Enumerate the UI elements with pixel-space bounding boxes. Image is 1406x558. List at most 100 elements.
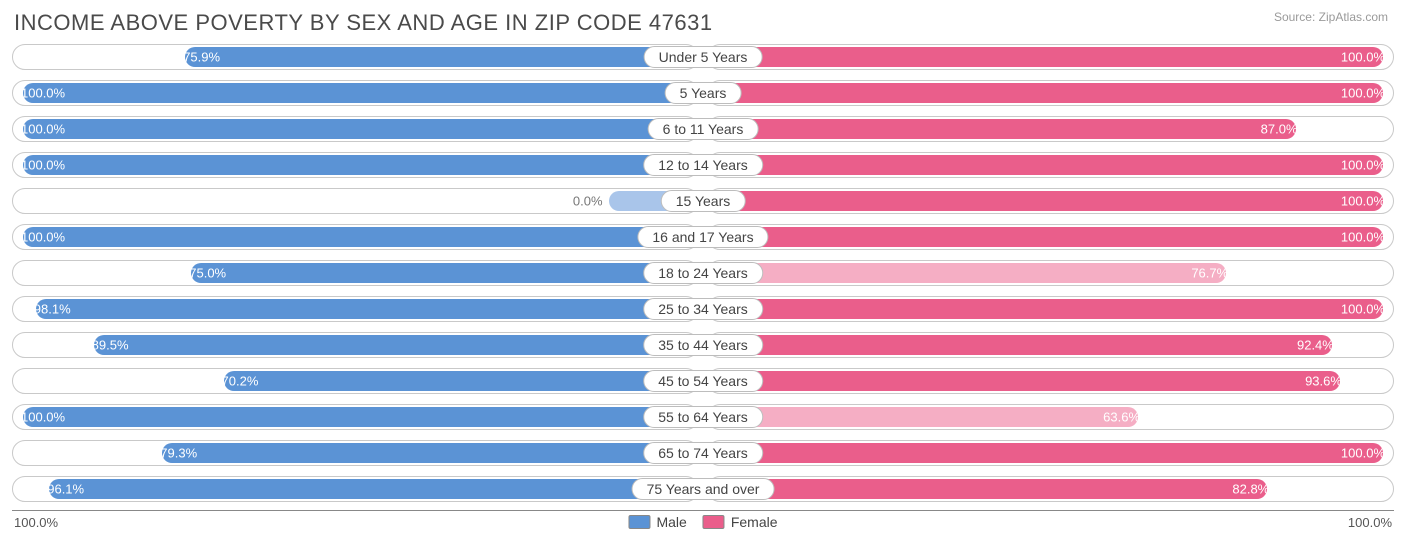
female-bar: [710, 299, 1383, 319]
female-value: 100.0%: [1341, 86, 1385, 101]
diverging-bar-chart: 75.9%100.0%Under 5 Years100.0%100.0%5 Ye…: [12, 42, 1394, 534]
male-value: 100.0%: [21, 86, 65, 101]
female-track: 76.7%: [707, 260, 1394, 286]
male-track: 100.0%: [12, 224, 699, 250]
axis-tick-right: 100.0%: [1348, 515, 1392, 530]
female-bar: [710, 83, 1383, 103]
legend: Male Female: [628, 514, 777, 530]
male-bar: [23, 407, 696, 427]
legend-male-swatch: [628, 515, 650, 529]
chart-row: 75.9% 100.0%Under 5 Years: [12, 42, 1394, 72]
category-label: Under 5 Years: [644, 46, 763, 68]
female-bar: [710, 443, 1383, 463]
female-value: 87.0%: [1261, 122, 1298, 137]
male-track: 89.5%: [12, 332, 699, 358]
female-track: 100.0%: [707, 296, 1394, 322]
category-label: 35 to 44 Years: [643, 334, 763, 356]
female-track: 92.4%: [707, 332, 1394, 358]
female-bar: [710, 407, 1138, 427]
male-value: 79.3%: [160, 446, 197, 461]
male-track: 0.0%: [12, 188, 699, 214]
male-track: 100.0%: [12, 152, 699, 178]
male-bar: [36, 299, 696, 319]
male-value: 75.0%: [189, 266, 226, 281]
category-label: 55 to 64 Years: [643, 406, 763, 428]
female-bar: [710, 227, 1383, 247]
male-value: 96.1%: [47, 482, 84, 497]
male-value: 70.2%: [222, 374, 259, 389]
female-value: 100.0%: [1341, 158, 1385, 173]
female-track: 100.0%: [707, 44, 1394, 70]
male-bar: [224, 371, 696, 391]
male-bar: [191, 263, 696, 283]
male-bar: [23, 83, 696, 103]
x-axis: 100.0% 100.0% Male Female: [12, 510, 1394, 534]
chart-row: 100.0%100.0%16 and 17 Years: [12, 222, 1394, 252]
female-bar: [710, 371, 1340, 391]
category-label: 18 to 24 Years: [643, 262, 763, 284]
female-bar: [710, 263, 1226, 283]
chart-row: 100.0% 87.0% 6 to 11 Years: [12, 114, 1394, 144]
male-value: 100.0%: [21, 158, 65, 173]
legend-female: Female: [703, 514, 778, 530]
male-track: 100.0%: [12, 404, 699, 430]
category-label: 15 Years: [661, 190, 746, 212]
female-track: 100.0%: [707, 440, 1394, 466]
chart-row: 98.1% 100.0% 25 to 34 Years: [12, 294, 1394, 324]
male-track: 70.2%: [12, 368, 699, 394]
female-value: 100.0%: [1341, 194, 1385, 209]
chart-row: 79.3% 100.0% 65 to 74 Years: [12, 438, 1394, 468]
page-title: INCOME ABOVE POVERTY BY SEX AND AGE IN Z…: [14, 10, 1394, 36]
male-track: 75.0%: [12, 260, 699, 286]
female-value: 100.0%: [1341, 302, 1385, 317]
category-label: 5 Years: [665, 82, 742, 104]
male-value: 89.5%: [92, 338, 129, 353]
female-bar: [710, 191, 1383, 211]
male-value: 0.0%: [573, 194, 603, 209]
male-bar: [185, 47, 696, 67]
female-track: 100.0%: [707, 152, 1394, 178]
male-bar: [49, 479, 696, 499]
female-track: 93.6%: [707, 368, 1394, 394]
legend-female-swatch: [703, 515, 725, 529]
female-value: 93.6%: [1305, 374, 1342, 389]
female-track: 100.0%: [707, 188, 1394, 214]
category-label: 25 to 34 Years: [643, 298, 763, 320]
male-track: 75.9%: [12, 44, 699, 70]
category-label: 16 and 17 Years: [637, 226, 768, 248]
male-track: 100.0%: [12, 116, 699, 142]
category-label: 12 to 14 Years: [643, 154, 763, 176]
male-bar: [23, 155, 696, 175]
male-bar: [94, 335, 696, 355]
axis-tick-left: 100.0%: [14, 515, 58, 530]
chart-row: 0.0% 100.0% 15 Years: [12, 186, 1394, 216]
female-bar: [710, 155, 1383, 175]
female-value: 63.6%: [1103, 410, 1140, 425]
female-bar: [710, 335, 1332, 355]
male-bar: [23, 227, 696, 247]
female-track: 63.6%: [707, 404, 1394, 430]
male-value: 75.9%: [183, 50, 220, 65]
chart-row: 100.0% 100.0% 5 Years: [12, 78, 1394, 108]
male-track: 96.1%: [12, 476, 699, 502]
chart-row: 89.5% 92.4%35 to 44 Years: [12, 330, 1394, 360]
chart-row: 100.0% 63.6% 55 to 64 Years: [12, 402, 1394, 432]
female-value: 100.0%: [1341, 446, 1385, 461]
category-label: 45 to 54 Years: [643, 370, 763, 392]
male-track: 100.0%: [12, 80, 699, 106]
male-value: 100.0%: [21, 410, 65, 425]
legend-male: Male: [628, 514, 686, 530]
female-value: 76.7%: [1191, 266, 1228, 281]
female-bar: [710, 119, 1296, 139]
female-bar: [710, 47, 1383, 67]
female-value: 82.8%: [1232, 482, 1269, 497]
category-label: 75 Years and over: [632, 478, 775, 500]
category-label: 6 to 11 Years: [648, 118, 759, 140]
male-bar: [162, 443, 696, 463]
male-value: 98.1%: [34, 302, 71, 317]
chart-row: 70.2% 93.6% 45 to 54 Years: [12, 366, 1394, 396]
chart-row: 75.0% 76.7% 18 to 24 Years: [12, 258, 1394, 288]
female-value: 100.0%: [1341, 230, 1385, 245]
male-value: 100.0%: [21, 122, 65, 137]
category-label: 65 to 74 Years: [643, 442, 763, 464]
